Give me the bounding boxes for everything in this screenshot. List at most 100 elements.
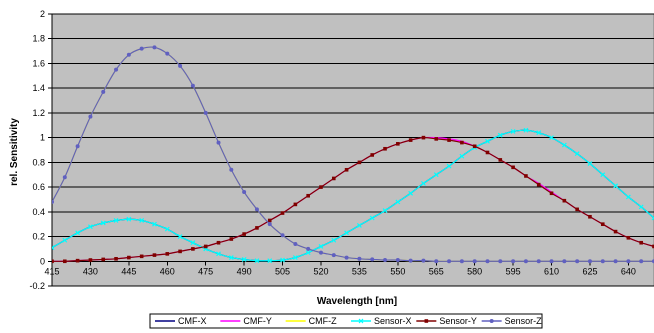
data-point-sensor-z bbox=[511, 259, 516, 264]
data-point-sensor-x bbox=[164, 226, 170, 232]
data-point-sensor-z bbox=[178, 63, 183, 68]
data-point-sensor-x bbox=[638, 204, 644, 210]
y-tick-label: 1.2 bbox=[32, 108, 45, 118]
x-tick-label: 490 bbox=[237, 266, 252, 276]
data-point-sensor-z bbox=[267, 222, 272, 227]
data-point-sensor-y bbox=[408, 138, 413, 142]
data-point-sensor-z bbox=[75, 144, 80, 149]
data-point-sensor-x bbox=[485, 138, 490, 144]
data-point-sensor-z bbox=[306, 246, 311, 251]
data-point-sensor-y bbox=[139, 254, 144, 259]
data-point-sensor-x bbox=[52, 245, 55, 251]
x-tick-label: 505 bbox=[275, 266, 290, 276]
data-point-sensor-x bbox=[216, 251, 221, 257]
data-point-sensor-x bbox=[62, 237, 68, 243]
data-point-sensor-z bbox=[139, 46, 144, 51]
data-point-sensor-z bbox=[165, 51, 170, 56]
data-point-sensor-x bbox=[600, 172, 606, 178]
data-point-sensor-x bbox=[241, 256, 247, 262]
data-point-sensor-y bbox=[357, 160, 362, 165]
data-point-sensor-z bbox=[587, 259, 592, 264]
data-point-sensor-y bbox=[52, 259, 54, 264]
data-point-sensor-x bbox=[228, 255, 234, 260]
y-axis-label: rel. Sensitivity bbox=[9, 118, 20, 186]
data-point-sensor-y bbox=[460, 140, 464, 145]
data-point-sensor-z bbox=[383, 258, 388, 263]
data-point-sensor-z bbox=[523, 259, 528, 264]
data-point-sensor-z bbox=[562, 259, 567, 264]
data-point-sensor-z bbox=[88, 114, 93, 119]
data-point-sensor-x bbox=[613, 183, 618, 189]
data-point-sensor-y bbox=[101, 257, 106, 262]
data-point-sensor-y bbox=[588, 214, 592, 219]
data-point-sensor-z bbox=[600, 259, 605, 264]
data-point-sensor-z bbox=[318, 250, 323, 255]
data-point-sensor-x bbox=[344, 230, 350, 236]
x-axis-label: Wavelength [nm] bbox=[317, 296, 397, 307]
data-point-sensor-x bbox=[408, 190, 414, 196]
data-point-sensor-x bbox=[267, 258, 273, 264]
data-point-sensor-x bbox=[305, 250, 311, 256]
data-point-sensor-x bbox=[536, 130, 542, 136]
data-point-sensor-x bbox=[369, 215, 375, 221]
data-point-sensor-y bbox=[421, 135, 426, 140]
data-point-sensor-z bbox=[459, 259, 464, 264]
data-point-sensor-z bbox=[639, 259, 644, 264]
data-point-sensor-y bbox=[447, 138, 451, 142]
data-point-sensor-z bbox=[114, 67, 119, 72]
data-point-sensor-x bbox=[395, 199, 401, 205]
data-point-sensor-z bbox=[549, 259, 554, 264]
data-point-sensor-x bbox=[651, 215, 654, 221]
legend-label-cmf-z: CMF-Z bbox=[309, 316, 337, 326]
data-point-sensor-x bbox=[549, 135, 554, 141]
data-point-sensor-z bbox=[421, 258, 426, 263]
data-point-sensor-z bbox=[242, 190, 247, 195]
data-point-sensor-y bbox=[216, 240, 221, 245]
legend-label-sensor-x: Sensor-X bbox=[374, 316, 412, 326]
data-point-sensor-y bbox=[293, 202, 298, 207]
data-point-sensor-y bbox=[75, 258, 80, 263]
data-point-sensor-z bbox=[408, 258, 413, 263]
data-point-sensor-x bbox=[113, 218, 119, 223]
data-point-sensor-z bbox=[229, 167, 234, 172]
data-point-sensor-y bbox=[549, 191, 554, 196]
data-point-sensor-y bbox=[203, 244, 208, 249]
x-tick-label: 550 bbox=[390, 266, 405, 276]
data-point-sensor-y bbox=[639, 240, 643, 245]
legend-label-sensor-z: Sensor-Z bbox=[505, 316, 543, 326]
data-point-sensor-x bbox=[88, 224, 93, 230]
x-tick-label: 415 bbox=[44, 266, 59, 276]
legend-marker-sensor-x bbox=[358, 318, 364, 324]
series-group bbox=[52, 45, 654, 264]
x-tick-label: 610 bbox=[544, 266, 559, 276]
data-point-sensor-x bbox=[75, 230, 81, 236]
y-tick-label: 0 bbox=[40, 256, 45, 266]
data-point-sensor-z bbox=[626, 259, 631, 264]
data-point-sensor-y bbox=[127, 255, 131, 260]
data-point-sensor-x bbox=[356, 222, 362, 228]
data-point-sensor-y bbox=[485, 150, 490, 155]
data-point-sensor-y bbox=[344, 167, 349, 172]
data-point-sensor-z bbox=[254, 207, 259, 212]
data-point-sensor-x bbox=[446, 163, 452, 169]
data-point-sensor-z bbox=[216, 140, 221, 145]
data-point-sensor-z bbox=[280, 233, 285, 238]
y-tick-label: 1 bbox=[40, 133, 45, 143]
data-point-sensor-z bbox=[126, 52, 131, 57]
data-point-sensor-x bbox=[177, 234, 183, 239]
data-point-sensor-y bbox=[536, 182, 541, 187]
x-tick-label: 460 bbox=[160, 266, 175, 276]
data-point-sensor-x bbox=[280, 257, 285, 263]
data-point-sensor-x bbox=[574, 151, 580, 157]
plot-background bbox=[51, 13, 654, 287]
x-tick-label: 445 bbox=[121, 266, 136, 276]
data-point-sensor-y bbox=[370, 153, 375, 157]
data-point-sensor-y bbox=[267, 218, 272, 223]
x-tick-label: 580 bbox=[467, 266, 482, 276]
y-tick-label: 2 bbox=[40, 9, 45, 19]
data-point-sensor-y bbox=[229, 237, 234, 241]
data-point-sensor-z bbox=[152, 45, 157, 50]
data-point-sensor-y bbox=[255, 226, 259, 230]
legend-marker-sensor-z bbox=[489, 319, 494, 323]
data-point-sensor-z bbox=[472, 259, 477, 264]
